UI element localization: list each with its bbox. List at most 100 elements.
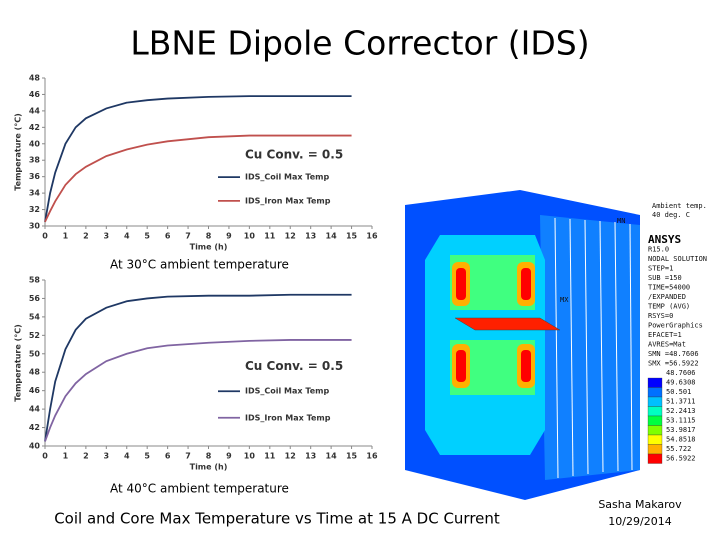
level-label: 50.501 [666, 388, 691, 396]
x-tick-label: 5 [144, 232, 150, 241]
x-tick-label: 3 [104, 232, 110, 241]
series-line [44, 95, 352, 223]
legend-band [647, 434, 663, 445]
legend-band [647, 377, 663, 388]
x-tick-label: 11 [264, 452, 276, 461]
legend-band [647, 453, 663, 464]
x-tick-label: 14 [326, 452, 338, 461]
legend-label: IDS_Coil Max Temp [245, 173, 329, 182]
y-tick-label: 48 [29, 74, 41, 83]
footer: Coil and Core Max Temperature vs Time at… [54, 510, 500, 528]
y-tick-label: 52 [29, 331, 40, 340]
x-tick-label: 2 [83, 452, 89, 461]
legend-label: IDS_Iron Max Temp [245, 413, 331, 422]
x-axis-title: Time (h) [190, 463, 228, 472]
level-label: 49.6308 [666, 379, 696, 387]
x-tick-label: 14 [326, 232, 338, 241]
laminations [540, 215, 640, 480]
ansys-info: RSYS=0 [648, 312, 673, 320]
ambient-label: Ambient temp. [652, 202, 707, 210]
y-tick-label: 40 [29, 139, 41, 148]
coil-hot [521, 268, 531, 300]
ansys-info: PowerGraphics [648, 322, 703, 330]
level-label: 53.9817 [666, 426, 696, 434]
coil-hot [456, 350, 466, 382]
x-tick-label: 15 [346, 232, 358, 241]
x-tick-label: 11 [264, 232, 276, 241]
x-tick-label: 6 [165, 452, 171, 461]
y-tick-label: 44 [29, 405, 41, 414]
y-tick-label: 58 [29, 276, 41, 285]
series-line [44, 293, 352, 442]
ansys-info: STEP=1 [648, 265, 673, 273]
ansys-info: SUB =150 [648, 274, 682, 282]
ansys-info: SMX =56.5922 [648, 360, 699, 368]
legend-band [647, 425, 663, 436]
ansys-logo: ANSYS [648, 233, 681, 246]
x-tick-label: 1 [63, 452, 69, 461]
annotation: Cu Conv. = 0.5 [245, 359, 343, 373]
caption: At 30°C ambient temperature [110, 258, 289, 272]
level-label: 54.8518 [666, 436, 696, 444]
y-tick-label: 30 [29, 222, 41, 231]
x-tick-label: 10 [244, 232, 256, 241]
y-tick-label: 54 [29, 312, 41, 321]
y-tick-label: 46 [29, 386, 41, 395]
y-tick-label: 56 [29, 294, 41, 303]
level-label: 56.5922 [666, 455, 696, 463]
mx-label: MX [560, 296, 569, 304]
x-tick-label: 8 [206, 232, 212, 241]
ansys-info: EFACET=1 [648, 331, 682, 339]
x-tick-label: 9 [226, 232, 232, 241]
ansys-info: TEMP (AVG) [648, 303, 690, 311]
y-tick-label: 44 [29, 106, 41, 115]
ansys-info: NODAL SOLUTION [648, 255, 707, 263]
x-tick-label: 4 [124, 452, 130, 461]
level-label: 52.2413 [666, 407, 696, 415]
legend-band [647, 396, 663, 407]
ansys-info: R15.0 [648, 246, 669, 254]
x-tick-label: 13 [305, 452, 316, 461]
ansys-figure [405, 190, 640, 500]
y-tick-label: 50 [29, 349, 41, 358]
level-label: 53.1115 [666, 417, 696, 425]
series-line [44, 339, 352, 442]
ambient-label: 40 deg. C [652, 211, 690, 219]
ansys-info: TIME=54000 [648, 284, 690, 292]
x-tick-label: 4 [124, 232, 130, 241]
x-tick-label: 1 [63, 232, 69, 241]
x-tick-label: 16 [366, 232, 378, 241]
legend-band [647, 387, 663, 398]
y-tick-label: 48 [29, 368, 41, 377]
annotation: Cu Conv. = 0.5 [245, 147, 343, 161]
legend-label: IDS_Iron Max Temp [245, 196, 331, 205]
ansys-info: AVRES=Mat [648, 341, 686, 349]
lamination-lines [554, 217, 633, 479]
coil-end [454, 317, 561, 331]
y-tick-label: 42 [29, 123, 40, 132]
legend-band [647, 415, 663, 426]
y-axis-title: Temperature (°C) [14, 113, 23, 191]
y-tick-label: 46 [29, 90, 41, 99]
x-tick-label: 10 [244, 452, 256, 461]
coil-hot [521, 350, 531, 382]
x-tick-label: 7 [185, 452, 191, 461]
ansys-info: /EXPANDED [648, 293, 686, 301]
y-tick-label: 32 [29, 205, 40, 214]
y-tick-label: 40 [29, 442, 41, 451]
y-tick-label: 38 [29, 156, 41, 165]
level-label: 55.722 [666, 445, 691, 453]
level-label: 51.3711 [666, 398, 696, 406]
x-tick-label: 7 [185, 232, 191, 241]
y-tick-label: 34 [29, 189, 41, 198]
x-tick-label: 3 [104, 452, 110, 461]
caption: At 40°C ambient temperature [110, 482, 289, 496]
x-tick-label: 5 [144, 452, 150, 461]
author: Sasha Makarov [598, 498, 682, 511]
x-tick-label: 0 [42, 232, 48, 241]
x-axis-title: Time (h) [190, 243, 228, 252]
ansys-info: SMN =48.7606 [648, 350, 699, 358]
legend-band [647, 444, 663, 455]
legend-label: IDS_Coil Max Temp [245, 387, 329, 396]
